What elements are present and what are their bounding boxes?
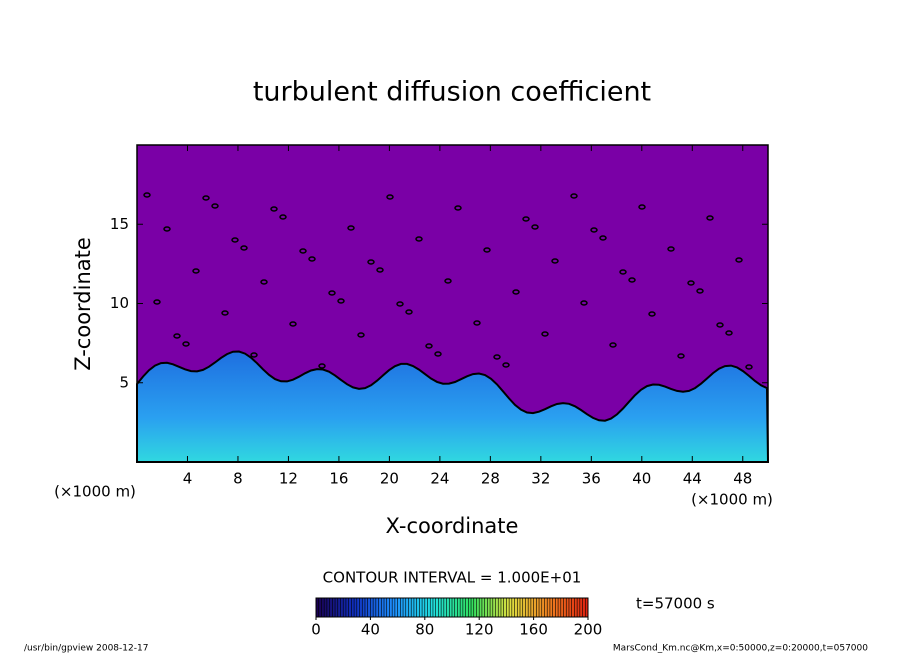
- eddy: [512, 289, 520, 295]
- colorbar-tick-label: 40: [361, 621, 380, 639]
- eddy: [376, 267, 384, 273]
- contour-interval: CONTOUR INTERVAL = 1.000E+01: [323, 569, 582, 587]
- eddy: [221, 310, 229, 316]
- x-unit-label: (×1000 m): [691, 491, 773, 509]
- eddy: [347, 225, 355, 231]
- eddy: [599, 235, 607, 241]
- x-tick-label: 8: [233, 470, 243, 488]
- eddy: [318, 363, 326, 369]
- eddy: [415, 236, 423, 242]
- eddy: [667, 246, 675, 252]
- eddy: [289, 321, 297, 327]
- eddy: [153, 299, 161, 305]
- eddy: [531, 224, 539, 230]
- colorbar-tick-label: 160: [519, 621, 548, 639]
- eddy: [590, 227, 598, 233]
- eddy: [696, 288, 704, 294]
- eddy: [211, 203, 219, 209]
- y-tick-label: 15: [110, 215, 129, 233]
- eddy: [240, 245, 248, 251]
- eddy: [299, 248, 307, 254]
- eddy: [425, 343, 433, 349]
- colorbar-tick-label: 120: [465, 621, 494, 639]
- eddy: [231, 237, 239, 243]
- eddy: [687, 280, 695, 286]
- x-tick-label: 44: [683, 470, 702, 488]
- chart-title: turbulent diffusion coefficient: [253, 77, 651, 108]
- eddy: [551, 258, 559, 264]
- eddy: [337, 298, 345, 304]
- eddy: [192, 268, 200, 274]
- x-tick-label: 36: [582, 470, 601, 488]
- eddy: [725, 330, 733, 336]
- eddy: [648, 311, 656, 317]
- x-tick-label: 20: [380, 470, 399, 488]
- eddy: [493, 354, 501, 360]
- footer-right: MarsCond_Km.nc@Km,x=0:50000,z=0:20000,t=…: [613, 644, 868, 654]
- eddy: [745, 364, 753, 370]
- x-tick-label: 4: [183, 470, 193, 488]
- x-tick-label: 48: [733, 470, 752, 488]
- eddy: [677, 353, 685, 359]
- eddy: [328, 290, 336, 296]
- x-tick-label: 16: [329, 470, 348, 488]
- x-tick-label: 40: [632, 470, 651, 488]
- eddy: [473, 320, 481, 326]
- time-label: t=57000 s: [636, 595, 715, 613]
- eddy: [609, 342, 617, 348]
- eddy: [454, 205, 462, 211]
- eddy: [541, 331, 549, 337]
- eddy: [706, 215, 714, 221]
- x-unit-label: (×1000 m): [54, 483, 136, 501]
- eddy: [483, 247, 491, 253]
- eddy: [182, 341, 190, 347]
- eddy: [522, 216, 530, 222]
- eddy: [502, 362, 510, 368]
- eddy: [163, 226, 171, 232]
- eddy: [279, 214, 287, 220]
- x-tick-label: 24: [430, 470, 449, 488]
- eddy: [367, 259, 375, 265]
- eddy: [202, 195, 210, 201]
- colorbar-tick-label: 200: [574, 621, 603, 639]
- eddy: [444, 278, 452, 284]
- eddy: [580, 300, 588, 306]
- eddy: [260, 279, 268, 285]
- footer-left: /usr/bin/gpview 2008-12-17: [24, 644, 148, 654]
- eddy: [619, 269, 627, 275]
- eddy: [716, 322, 724, 328]
- y-tick-label: 5: [119, 373, 129, 391]
- eddy: [250, 352, 258, 358]
- x-tick-label: 12: [279, 470, 298, 488]
- eddy: [434, 351, 442, 357]
- eddy: [405, 309, 413, 315]
- eddy: [143, 192, 151, 198]
- x-tick-label: 32: [531, 470, 550, 488]
- eddy: [628, 277, 636, 283]
- lower-layer: [136, 350, 770, 463]
- y-tick-label: 10: [110, 294, 129, 312]
- eddy: [638, 204, 646, 210]
- colorbar-tick-label: 80: [415, 621, 434, 639]
- eddy: [570, 193, 578, 199]
- eddy: [357, 332, 365, 338]
- eddy: [735, 257, 743, 263]
- eddy: [396, 301, 404, 307]
- eddy: [386, 194, 394, 200]
- x-axis-label: X-coordinate: [386, 514, 519, 538]
- colorbar-tick-label: 0: [311, 621, 321, 639]
- y-axis-label: Z-coordinate: [71, 237, 95, 371]
- eddy: [308, 256, 316, 262]
- x-tick-label: 28: [481, 470, 500, 488]
- eddy: [173, 333, 181, 339]
- eddy: [270, 206, 278, 212]
